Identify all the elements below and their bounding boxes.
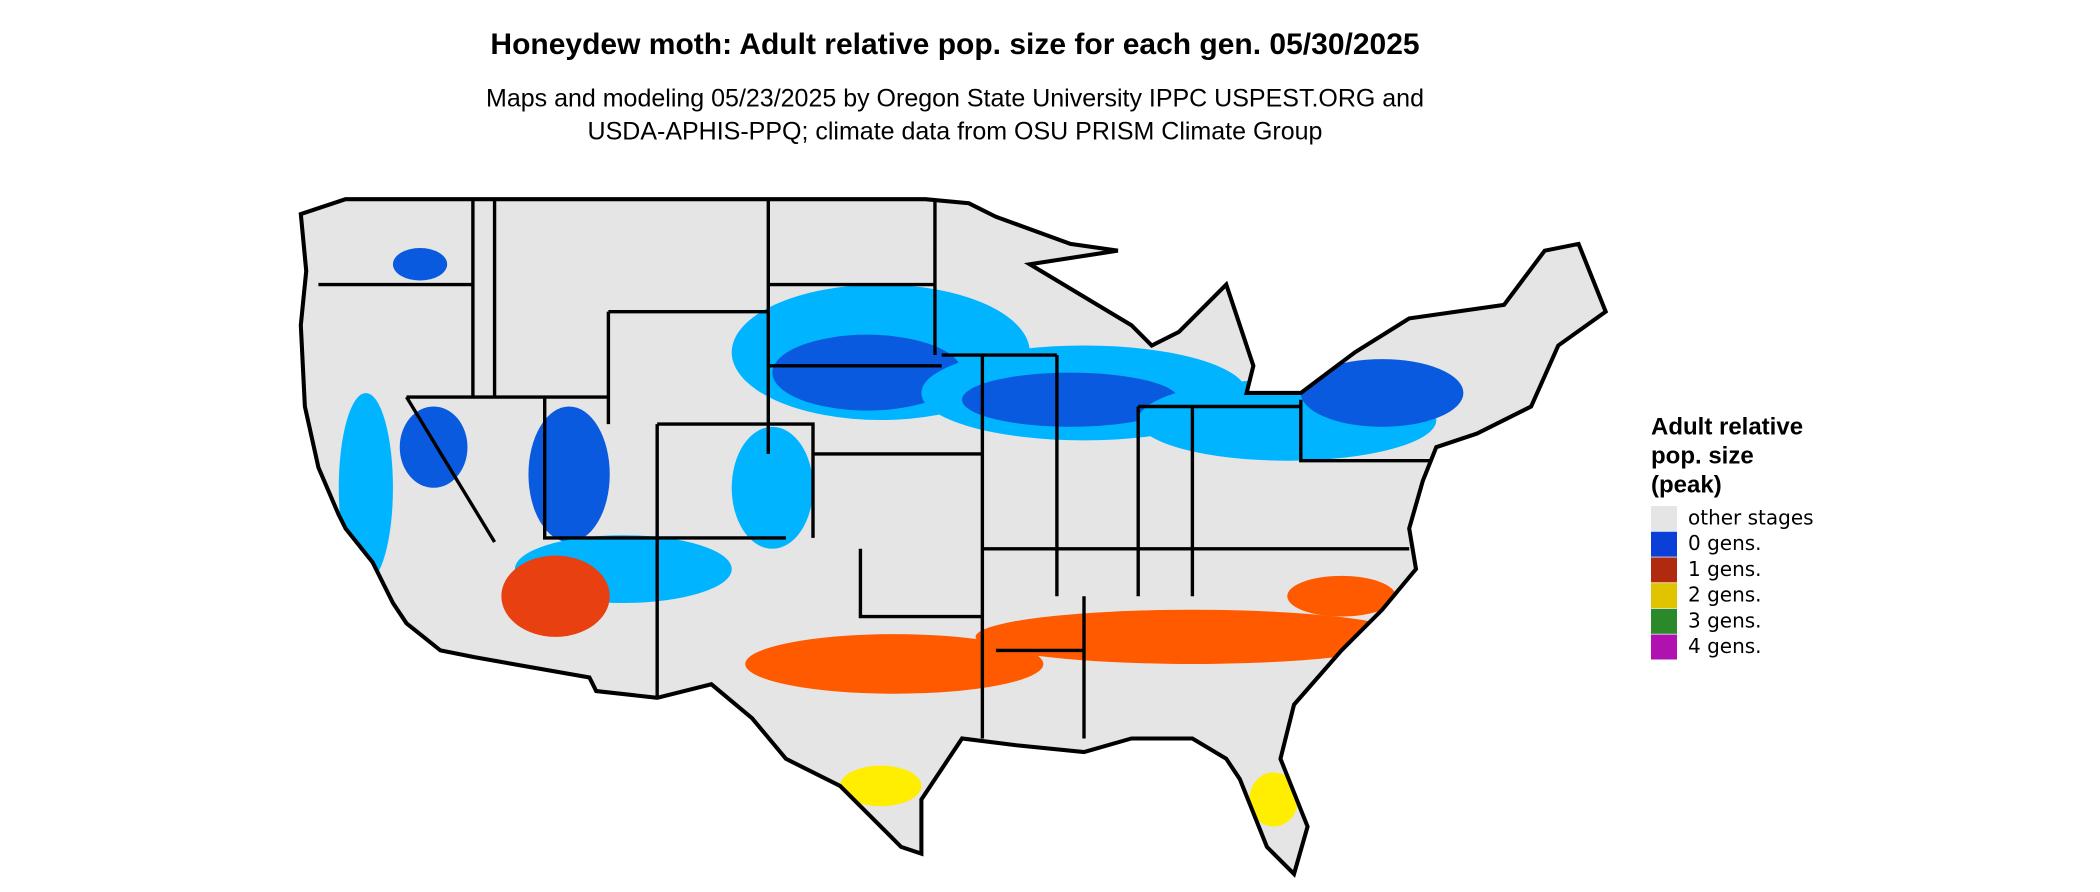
legend-title: Adult relative <box>1651 413 1803 440</box>
legend-label: 4 gens. <box>1688 634 1762 658</box>
legend-label: 0 gens. <box>1688 531 1762 555</box>
legend-swatch <box>1651 531 1677 557</box>
legend-swatch <box>1651 506 1677 531</box>
map-subtitle: USDA-APHIS-PPQ; climate data from OSU PR… <box>588 118 1323 146</box>
map <box>301 199 1606 892</box>
legend-swatch <box>1651 608 1677 634</box>
legend-label: 1 gens. <box>1688 557 1762 581</box>
legend-title: pop. size <box>1651 442 1754 469</box>
legend-swatch <box>1651 557 1677 583</box>
map-title: Honeydew moth: Adult relative pop. size … <box>490 28 1419 61</box>
legend-title: (peak) <box>1651 471 1722 498</box>
legend-swatch <box>1651 583 1677 609</box>
legend-label: 2 gens. <box>1688 583 1762 607</box>
legend-label: 3 gens. <box>1688 608 1762 632</box>
map-subtitle: Maps and modeling 05/23/2025 by Oregon S… <box>486 85 1424 113</box>
legend-label: other stages <box>1688 506 1814 530</box>
legend-swatch <box>1651 634 1677 660</box>
population-zones <box>318 199 1464 827</box>
